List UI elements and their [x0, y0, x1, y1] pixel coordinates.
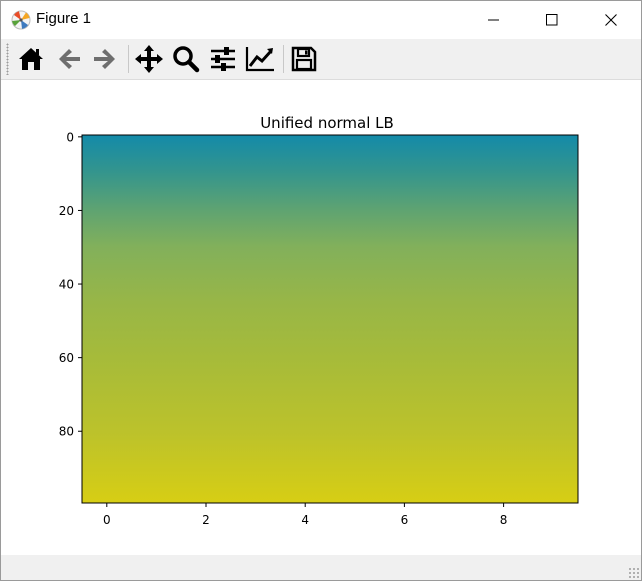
save-button[interactable]	[287, 42, 321, 76]
maximize-icon	[546, 14, 558, 26]
figure-canvas[interactable]: Unified normal LB 0 2 4 6 8 0 20 40 60 80	[1, 80, 641, 555]
chart-title: Unified normal LB	[260, 114, 394, 132]
toolbar-grip[interactable]	[6, 43, 9, 75]
y-tick-label: 80	[59, 425, 74, 439]
y-tick-label: 60	[59, 351, 74, 365]
navigation-toolbar	[1, 39, 641, 80]
x-tick-label: 0	[103, 513, 111, 527]
edit-axis-button[interactable]	[243, 42, 277, 76]
x-axis: 0 2 4 6 8	[103, 503, 507, 527]
home-icon	[19, 48, 43, 70]
floppy-disk-icon	[291, 46, 317, 72]
maximize-button[interactable]	[529, 1, 575, 39]
close-button[interactable]	[588, 1, 634, 39]
arrow-right-icon	[94, 49, 115, 69]
y-tick-label: 0	[66, 130, 74, 144]
y-axis: 0 20 40 60 80	[59, 130, 82, 439]
sliders-icon	[211, 47, 235, 71]
minimize-button[interactable]	[471, 1, 517, 39]
y-tick-label: 20	[59, 204, 74, 218]
toolbar-separator	[283, 45, 284, 73]
toolbar-separator	[128, 45, 129, 73]
window-title: Figure 1	[36, 10, 92, 27]
y-tick-label: 40	[59, 278, 74, 292]
axes-frame	[81, 134, 579, 504]
zoom-button[interactable]	[169, 42, 203, 76]
status-bar	[1, 555, 641, 580]
x-tick-label: 8	[500, 513, 508, 527]
x-tick-label: 2	[202, 513, 210, 527]
title-bar[interactable]: Figure 1	[1, 1, 641, 39]
back-button[interactable]	[52, 42, 86, 76]
pan-button[interactable]	[132, 42, 166, 76]
configure-subplots-button[interactable]	[206, 42, 240, 76]
heatmap-image[interactable]	[82, 135, 578, 503]
matplotlib-logo-icon	[11, 10, 31, 30]
forward-button[interactable]	[88, 42, 122, 76]
heatmap-chart[interactable]: Unified normal LB 0 2 4 6 8 0 20 40 60 80	[1, 80, 641, 555]
line-chart-icon	[245, 47, 274, 72]
x-tick-label: 6	[401, 513, 409, 527]
resize-grip[interactable]	[628, 567, 639, 578]
magnifier-icon	[173, 46, 200, 73]
move-icon	[135, 45, 163, 73]
minimize-icon	[488, 19, 499, 21]
arrow-left-icon	[59, 49, 80, 69]
home-button[interactable]	[14, 42, 48, 76]
close-icon	[605, 14, 617, 26]
x-tick-label: 4	[301, 513, 309, 527]
